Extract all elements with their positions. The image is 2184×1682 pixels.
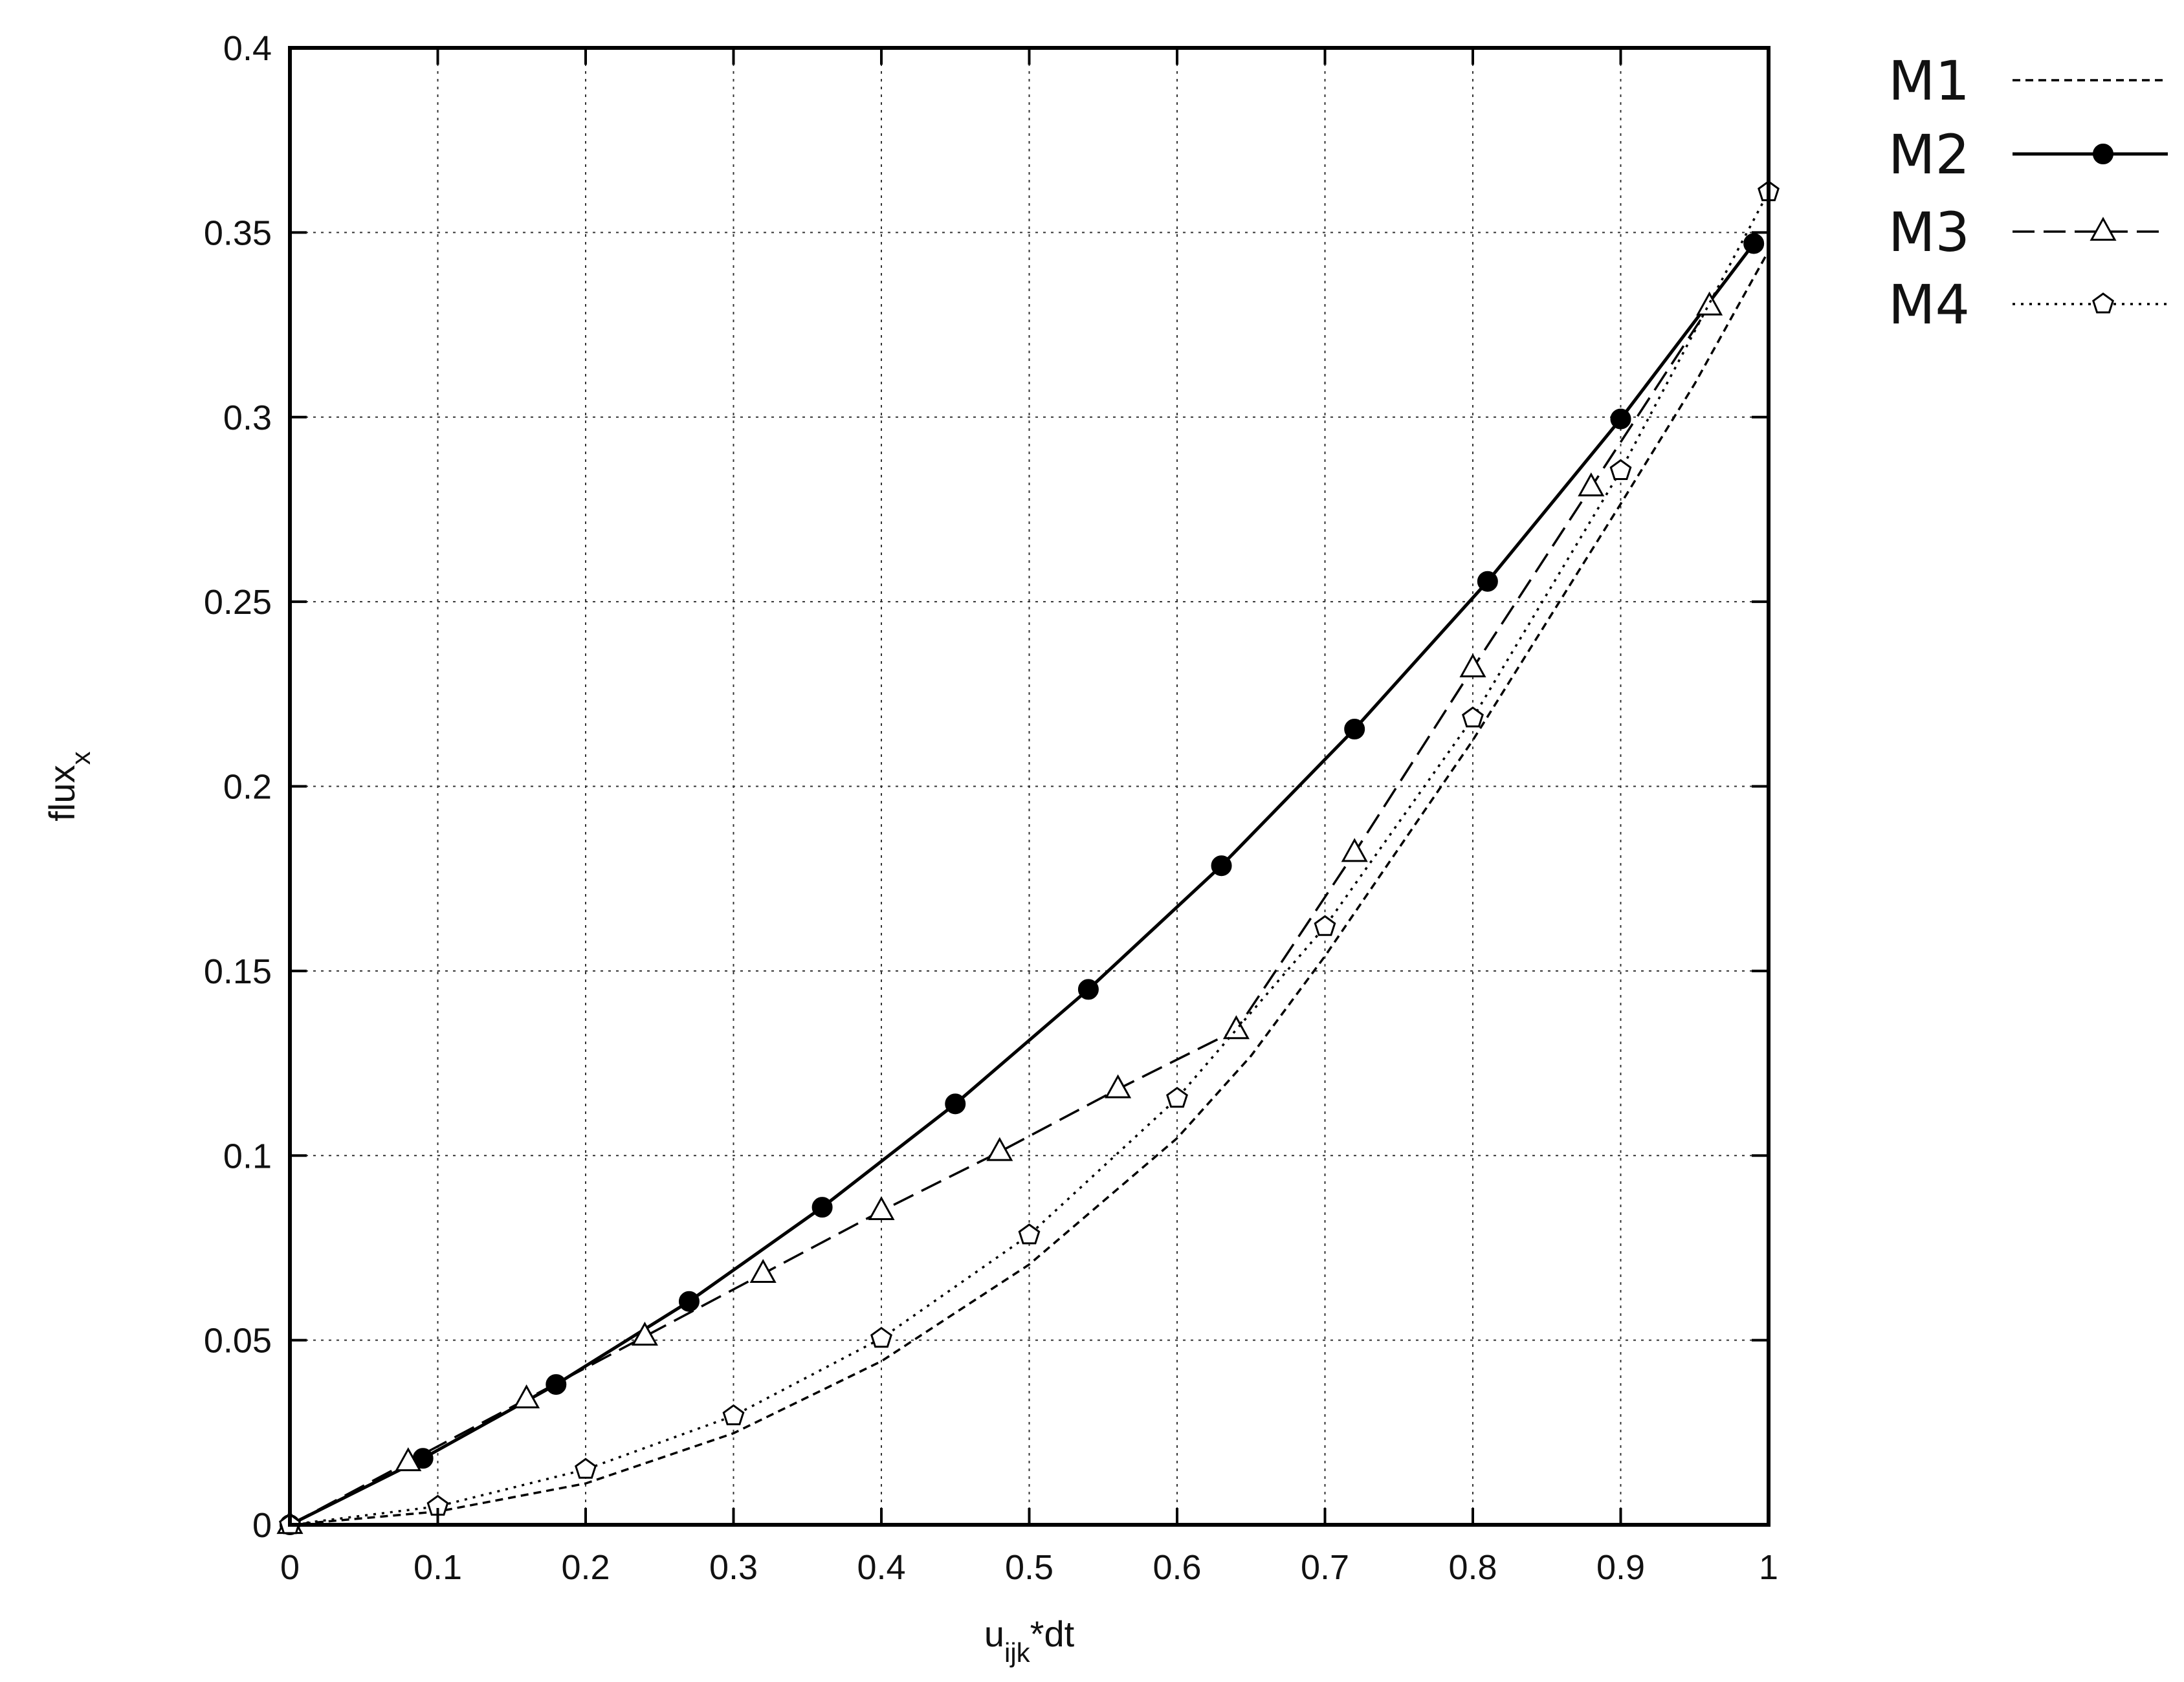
series-layer [276,180,1780,1535]
series-m2-point [1743,233,1765,254]
x-tick-label: 0.1 [414,1548,462,1587]
series-m2-point [1077,979,1099,1000]
x-tick-label: 0.4 [857,1548,905,1587]
series-m4 [279,180,1780,1535]
series-m3-point [513,1384,540,1409]
series-m2-point [1477,571,1498,592]
x-tick-label: 0.3 [709,1548,758,1587]
x-tick-label: 0.8 [1448,1548,1497,1587]
series-m3 [276,291,1723,1535]
x-tick-label: 0.5 [1005,1548,1053,1587]
legend-label-m2: M2 [1888,123,1970,186]
series-m3-point [986,1137,1013,1161]
series-m2-point [1610,408,1631,430]
grid [290,48,1769,1525]
series-m4-point [1609,459,1632,480]
x-tick-label: 0 [280,1548,300,1587]
legend-item-m1: M1 [1888,49,2168,113]
series-m3-point [1341,838,1368,862]
y-tick-label: 0.4 [223,29,272,68]
series-m2-line [289,242,1756,1527]
x-tick-label: 1 [1759,1548,1778,1587]
legend-label-m4: M4 [1888,273,1970,336]
x-tick-label: 0.9 [1596,1548,1645,1587]
series-m4-point [1166,1086,1188,1108]
series-m4-point [870,1326,892,1348]
series-m3-line [289,305,1711,1526]
series-m3-point [1222,1015,1250,1040]
x-axis-label-base: u [984,1613,1004,1654]
series-m3-point [749,1259,777,1283]
series-m2-point [678,1291,700,1312]
legend-marker-m3 [2090,217,2117,241]
series-m4-point [1462,706,1484,728]
series-m2-point [1211,855,1232,877]
legend-marker-m4 [2092,292,2114,314]
series-m2-point [1344,719,1365,740]
legend: M1 M2 M3 M4 [1888,49,2168,336]
series-m4-point [722,1404,745,1426]
y-tick-label: 0.25 [204,583,272,622]
y-tick-label: 0 [252,1506,272,1545]
series-m2-point [945,1093,966,1115]
y-axis-label-sub: x [65,751,96,765]
series-m4-point [1314,915,1336,936]
y-tick-label: 0.1 [223,1137,272,1175]
x-tick-label: 0.6 [1153,1548,1201,1587]
axis-ticks: 0 0.1 0.2 0.3 0.4 0.5 0.6 0.7 0.8 0.9 1 0 0.05 0.1 0.1… [204,29,1778,1587]
series-m1 [289,250,1770,1526]
series-m3-point [1105,1074,1132,1098]
legend-label-m3: M3 [1888,201,1970,264]
series-m3-point [1459,653,1486,677]
legend-label-m1: M1 [1888,49,1970,113]
series-m4-point [575,1458,597,1479]
series-m3-point [395,1447,422,1472]
series-m2 [280,233,1765,1535]
series-m2-point [811,1197,833,1218]
x-axis-label: uijk*dt [984,1613,1075,1668]
x-tick-label: 0.2 [561,1548,610,1587]
x-axis-label-suffix: *dt [1030,1613,1075,1654]
legend-item-m2: M2 [1888,123,2168,186]
y-axis-label: fluxx [41,751,96,821]
series-m4-point [1018,1223,1041,1245]
y-axis-label-base: flux [41,765,82,821]
x-axis-label-sub: ijk [1004,1637,1031,1668]
legend-item-m4: M4 [1888,273,2168,336]
x-tick-label: 0.7 [1301,1548,1349,1587]
series-m1-line [289,250,1770,1526]
y-tick-label: 0.35 [204,213,272,252]
y-tick-label: 0.05 [204,1322,272,1360]
y-tick-label: 0.15 [204,952,272,991]
legend-item-m3: M3 [1888,201,2168,264]
series-m3-point [1578,472,1605,497]
legend-marker-m2 [2093,144,2113,164]
series-m3-point [1696,291,1723,316]
y-tick-label: 0.2 [223,768,272,807]
y-tick-label: 0.3 [223,399,272,437]
series-m3-point [631,1322,658,1346]
series-m3-point [868,1196,895,1220]
